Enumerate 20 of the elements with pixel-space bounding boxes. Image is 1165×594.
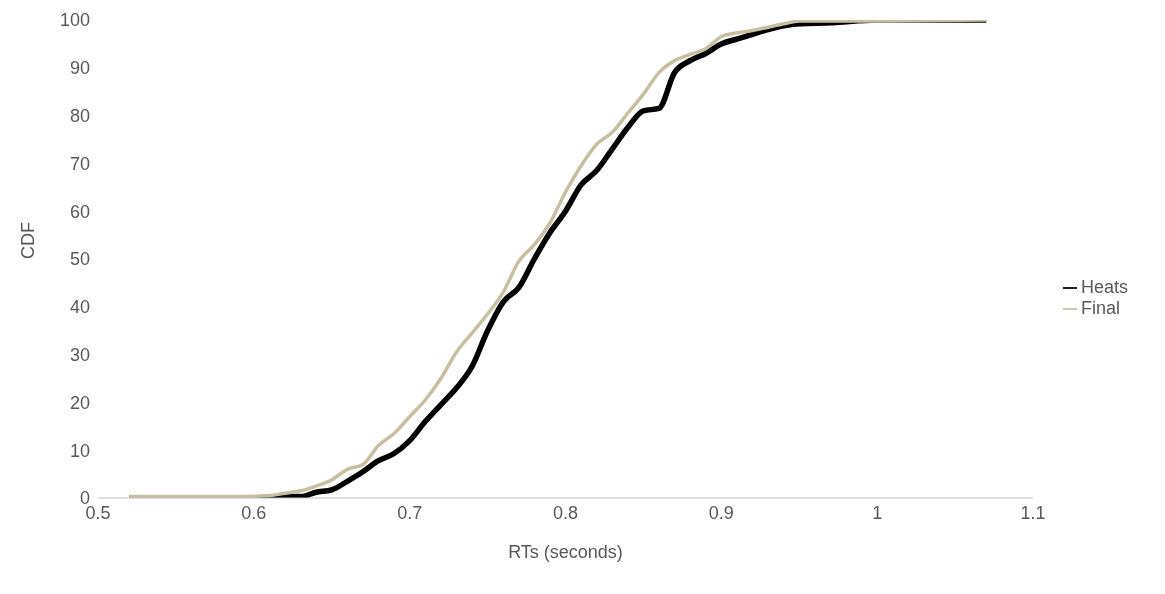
x-tick-label: 0.6 bbox=[241, 502, 267, 523]
y-tick-label: 10 bbox=[69, 440, 90, 461]
y-tick-label: 90 bbox=[69, 58, 90, 79]
x-tick-label: 0.9 bbox=[708, 502, 734, 523]
legend-label: Final bbox=[1080, 298, 1120, 318]
legend-label: Heats bbox=[1080, 277, 1128, 297]
y-tick-label: 60 bbox=[69, 201, 90, 222]
y-tick-label: 100 bbox=[59, 10, 90, 31]
y-axis-title: CDF bbox=[18, 222, 39, 259]
x-tick-label: 0.8 bbox=[552, 502, 578, 523]
y-tick-label: 50 bbox=[69, 249, 90, 270]
x-axis-title: RTs (seconds) bbox=[508, 542, 623, 562]
y-tick-label: 40 bbox=[69, 297, 90, 318]
y-tick-label: 80 bbox=[69, 105, 90, 126]
x-tick-label: 1 bbox=[872, 502, 883, 523]
x-tick-label: 1.1 bbox=[1020, 502, 1046, 523]
x-tick-label: 0.7 bbox=[397, 502, 423, 523]
y-tick-label: 70 bbox=[69, 153, 90, 174]
y-tick-label: 30 bbox=[69, 344, 90, 365]
y-tick-label: 20 bbox=[69, 392, 90, 413]
